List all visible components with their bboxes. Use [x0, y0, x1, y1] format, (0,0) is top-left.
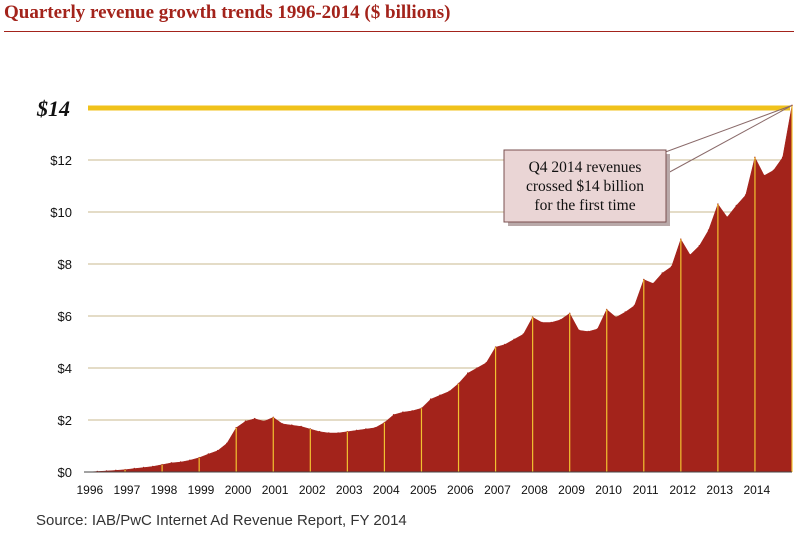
data-point	[698, 245, 701, 247]
data-point	[735, 204, 738, 207]
data-point	[392, 414, 395, 416]
data-point	[318, 430, 321, 433]
data-point	[152, 465, 154, 468]
data-point	[207, 453, 210, 455]
x-tick-label: 2003	[336, 483, 363, 497]
y-tick-label: $12	[50, 153, 72, 168]
callout-text-line: crossed $14 billion	[526, 178, 644, 195]
quarter-layer	[124, 105, 793, 472]
x-tick-label: 2010	[595, 483, 622, 497]
data-point	[115, 469, 117, 472]
data-point	[661, 272, 664, 274]
threshold-layer: $14	[36, 96, 790, 121]
x-tick-label: 2005	[410, 483, 437, 497]
axis-layer: $0 $2 $4 $6 $8 $10 $12 1996 1997 1998 1999 2000 2001…	[50, 153, 792, 497]
callout-layer: Q4 2014 revenues crossed $14 billion for t…	[503, 104, 793, 226]
data-point	[633, 304, 636, 307]
x-tick-label: 2014	[743, 483, 770, 497]
data-point	[448, 390, 451, 393]
y-tick-label: $0	[58, 465, 72, 480]
data-point	[216, 449, 219, 452]
title-rule	[4, 31, 794, 32]
y-tick-label: $4	[58, 361, 72, 376]
x-tick-label: 2001	[262, 483, 289, 497]
data-point	[541, 321, 543, 324]
x-tick-label: 2012	[669, 483, 696, 497]
data-point	[689, 254, 691, 256]
data-point	[402, 411, 404, 414]
x-tick-label: 1996	[77, 483, 104, 497]
data-point	[170, 462, 173, 464]
data-point	[253, 417, 256, 420]
data-point	[300, 425, 302, 428]
data-point	[781, 156, 784, 159]
data-point	[105, 470, 108, 472]
y-tick-label: $8	[58, 257, 72, 272]
data-point	[550, 321, 552, 324]
data-point	[263, 420, 265, 423]
data-point	[513, 338, 515, 341]
data-point	[281, 423, 284, 425]
data-point	[439, 394, 441, 397]
data-point	[244, 420, 247, 423]
y-tick-label: $2	[58, 413, 72, 428]
x-tick-label: 1997	[114, 483, 141, 497]
data-point	[522, 333, 525, 336]
y-tick-label: $10	[50, 205, 72, 220]
data-point	[744, 194, 747, 196]
data-point	[429, 398, 432, 401]
x-tick-label: 1998	[151, 483, 178, 497]
callout-text-line: for the first time	[534, 197, 635, 214]
x-tick-label: 2002	[299, 483, 326, 497]
threshold-label: $14	[36, 96, 70, 121]
data-point	[476, 367, 478, 369]
data-point	[596, 328, 599, 330]
callout-pointer	[665, 104, 793, 175]
x-tick-label: 2013	[706, 483, 733, 497]
data-point	[670, 265, 673, 268]
data-point	[226, 442, 228, 445]
data-point	[763, 174, 765, 177]
data-point	[578, 329, 580, 332]
data-point	[772, 169, 775, 172]
data-point	[337, 432, 339, 434]
source-note: Source: IAB/PwC Internet Ad Revenue Repo…	[36, 512, 407, 529]
data-point	[467, 372, 469, 375]
data-point	[624, 311, 627, 313]
x-tick-label: 2000	[225, 483, 252, 497]
area-layer	[87, 104, 793, 473]
x-tick-label: 2006	[447, 483, 474, 497]
data-point	[328, 432, 330, 434]
callout-text-line: Q4 2014 revenues	[529, 159, 642, 176]
data-point	[707, 229, 710, 231]
data-point	[485, 362, 488, 364]
data-point	[726, 216, 728, 218]
data-point	[652, 282, 654, 285]
data-point	[374, 427, 377, 429]
x-tick-label: 1999	[188, 483, 215, 497]
data-point	[133, 467, 136, 470]
x-tick-label: 2004	[373, 483, 400, 497]
data-point	[587, 330, 589, 333]
callout-box	[503, 149, 667, 223]
callout-pointer	[659, 104, 793, 155]
data-point	[142, 466, 145, 469]
data-point	[365, 428, 367, 430]
data-point	[179, 461, 182, 463]
data-point	[504, 343, 506, 346]
data-point	[189, 459, 191, 462]
y-tick-label: $6	[58, 309, 72, 324]
x-tick-label: 2011	[633, 483, 659, 497]
data-point	[355, 429, 358, 432]
data-point	[411, 410, 414, 412]
data-point	[559, 319, 562, 321]
x-tick-label: 2007	[484, 483, 511, 497]
x-tick-label: 2008	[521, 483, 548, 497]
x-tick-label: 2009	[558, 483, 585, 497]
chart-title: Quarterly revenue growth trends 1996-201…	[4, 2, 451, 23]
data-point	[615, 316, 617, 319]
data-point	[291, 424, 293, 427]
